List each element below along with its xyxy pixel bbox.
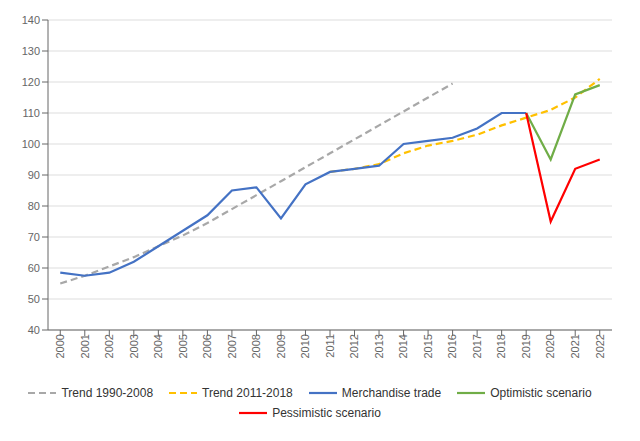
svg-text:2022: 2022 (594, 334, 606, 358)
svg-text:100: 100 (22, 138, 40, 150)
svg-text:2015: 2015 (422, 334, 434, 358)
svg-text:90: 90 (28, 169, 40, 181)
svg-text:2020: 2020 (545, 334, 557, 358)
html-text:Optimistic scenario: Optimistic scenario (490, 386, 592, 400)
svg-text:2000: 2000 (54, 334, 66, 358)
html-text:Merchandise trade: Merchandise trade (341, 386, 442, 400)
svg-text:120: 120 (22, 76, 40, 88)
svg-text:2004: 2004 (152, 334, 164, 358)
svg-text:2006: 2006 (201, 334, 213, 358)
svg-text:2005: 2005 (177, 334, 189, 358)
svg-text:2017: 2017 (471, 334, 483, 358)
svg-text:60: 60 (28, 262, 40, 274)
svg-text:2011: 2011 (324, 334, 336, 358)
svg-text:2003: 2003 (128, 334, 140, 358)
svg-text:2009: 2009 (275, 334, 287, 358)
html-text:Trend 2011-2018: Trend 2011-2018 (202, 386, 293, 400)
svg-text:50: 50 (28, 293, 40, 305)
svg-text:2018: 2018 (495, 334, 507, 358)
html-text:Trend 1990-2008: Trend 1990-2008 (61, 386, 154, 400)
svg-text:2007: 2007 (226, 334, 238, 358)
svg-text:130: 130 (22, 45, 40, 57)
html-text:Pessimistic scenario: Pessimistic scenario (272, 406, 381, 420)
svg-text:140: 140 (22, 14, 40, 26)
svg-text:2013: 2013 (373, 334, 385, 358)
svg-text:2014: 2014 (397, 334, 409, 358)
svg-text:2021: 2021 (569, 334, 581, 358)
svg-text:2019: 2019 (520, 334, 532, 358)
svg-text:2010: 2010 (299, 334, 311, 358)
svg-text:70: 70 (28, 231, 40, 243)
svg-text:2001: 2001 (79, 334, 91, 358)
svg-text:110: 110 (22, 107, 40, 119)
svg-text:2012: 2012 (348, 334, 360, 358)
svg-text:2008: 2008 (250, 334, 262, 358)
svg-text:40: 40 (28, 324, 40, 336)
svg-text:80: 80 (28, 200, 40, 212)
svg-text:2002: 2002 (103, 334, 115, 358)
svg-text:2016: 2016 (446, 334, 458, 358)
